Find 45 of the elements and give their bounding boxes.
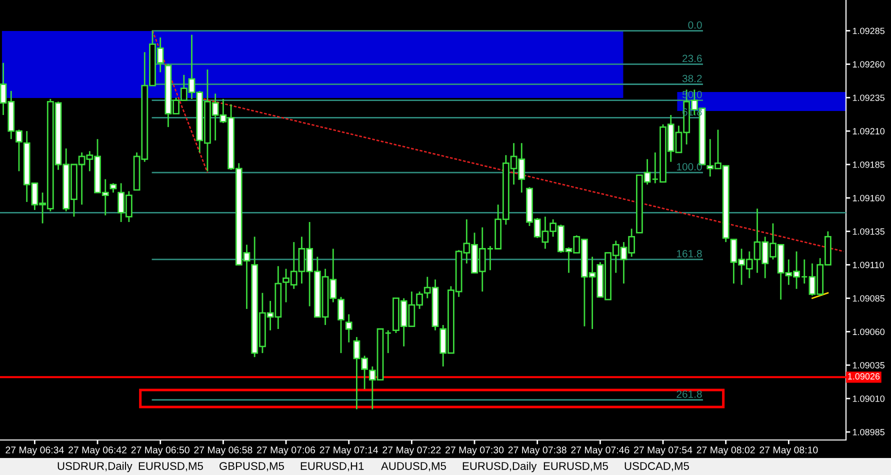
annotation: 23.6 (682, 54, 702, 62)
y-tick-label: 1.09135 (852, 228, 885, 235)
text: EURUSD,M5 (138, 462, 203, 472)
y-tick-label: 1.08985 (852, 428, 885, 436)
y-tick-label: 1.09185 (852, 161, 885, 168)
y-tick-label: 1.09085 (852, 295, 885, 302)
annotation: 261.8 (676, 390, 702, 398)
text: EURUSD,M5 (544, 462, 608, 472)
y-tick-label: 1.09260 (852, 61, 885, 68)
text: AUDUSD,M5 (381, 462, 446, 472)
x-tick-label: 27 May 07:06 (257, 446, 316, 456)
x-tick-label: 27 May 06:50 (131, 446, 190, 456)
x-tick-label: 27 May 06:42 (68, 446, 126, 456)
text: EURUSD,H1 (300, 462, 364, 472)
ref-line-label: 1.09026 (848, 373, 880, 380)
x-tick-label: 27 May 07:38 (508, 446, 566, 456)
y-tick-label: 1.09160 (852, 194, 885, 202)
x-tick-label: 27 May 07:14 (320, 446, 378, 456)
x-tick-label: 27 May 07:22 (382, 446, 441, 456)
annotation: 100.0 (677, 163, 702, 170)
y-tick-label: 1.09035 (852, 362, 885, 368)
annotation: 161.8 (677, 250, 702, 258)
annotation: 0.0 (688, 21, 702, 29)
text: EURUSD,Daily (462, 462, 537, 472)
x-tick-label: 27 May 06:34 (6, 446, 64, 456)
y-tick-label: 1.09010 (852, 396, 885, 402)
y-tick-label: 1.09235 (852, 94, 885, 101)
y-tick-label: 1.09110 (852, 262, 884, 268)
candlestick (338, 296, 344, 354)
y-tick-label: 1.09285 (852, 28, 885, 34)
y-tick-label: 1.09210 (852, 128, 885, 134)
candlestick (110, 182, 117, 194)
x-tick-label: 27 May 07:30 (446, 446, 504, 456)
x-tick-label: 27 May 08:02 (696, 446, 755, 456)
x-tick-label: 27 May 08:10 (760, 446, 818, 456)
annotation: 38.2 (682, 74, 702, 82)
text: USDCAD,M5 (624, 462, 689, 472)
x-tick-label: 27 May 06:58 (194, 446, 252, 456)
x-tick-label: 27 May 07:46 (571, 446, 630, 456)
x-tick-label: 27 May 07:54 (634, 446, 692, 456)
y-tick-label: 1.09060 (852, 328, 885, 336)
text: GBPUSD,M5 (220, 462, 284, 472)
text: USDRUR,Daily (58, 462, 132, 472)
candlestick (345, 314, 352, 344)
candlestick (384, 330, 392, 354)
